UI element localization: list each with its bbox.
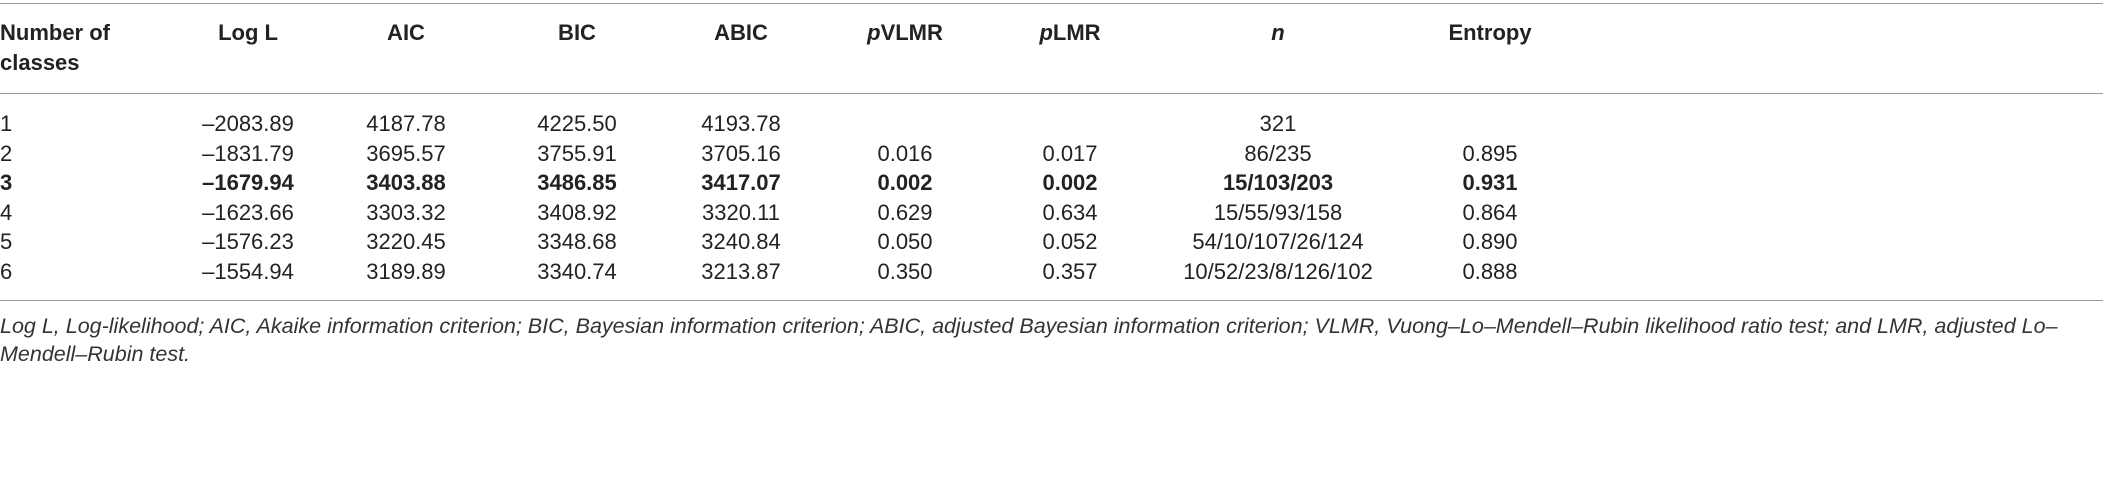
table-cell: 3695.57 xyxy=(366,140,446,166)
table-cell: 4193.78 xyxy=(701,111,781,136)
table-cell: 5 xyxy=(0,229,13,254)
table-cell: 321 xyxy=(1259,111,1297,136)
table-cell: 2 xyxy=(0,140,13,166)
table-cell: 0.890 xyxy=(1462,229,1518,254)
table-cell: 3240.84 xyxy=(701,229,781,254)
column-header: pVLMR xyxy=(867,18,943,48)
column-header: Log L xyxy=(218,20,278,45)
table-cell: 0.864 xyxy=(1462,199,1518,225)
table-cell: –1679.94 xyxy=(202,170,294,195)
table-cell: 3303.32 xyxy=(366,199,446,225)
table-cell: 3 xyxy=(0,170,13,195)
table-cell: 0.931 xyxy=(1462,170,1518,195)
table-cell: 0.002 xyxy=(877,170,933,195)
table-cell: 3220.45 xyxy=(366,229,446,254)
table-cell: 0.017 xyxy=(1042,140,1098,166)
table-cell: 0.016 xyxy=(877,140,933,166)
column-header: BIC xyxy=(558,20,596,45)
table-cell: 3320.11 xyxy=(702,199,780,225)
column-header: n xyxy=(1271,18,1284,48)
table-cell: 3417.07 xyxy=(701,170,781,195)
table-cell: 4187.78 xyxy=(366,111,446,136)
top-rule xyxy=(0,3,2103,4)
table-cell: 3486.85 xyxy=(537,170,617,195)
table-cell: 15/103/203 xyxy=(1222,170,1334,195)
table-cell: –2083.89 xyxy=(202,111,294,136)
table-cell: 0.895 xyxy=(1462,140,1518,166)
table-cell: 1 xyxy=(0,111,13,136)
table-cell: 3340.74 xyxy=(537,258,617,284)
table-cell: 3348.68 xyxy=(537,229,617,254)
table-cell: 0.357 xyxy=(1042,258,1098,284)
table-cell: 3213.87 xyxy=(701,258,781,284)
table-cell: –1623.66 xyxy=(202,199,294,225)
table-cell: 0.050 xyxy=(877,229,933,254)
header-text: VLMR xyxy=(880,20,943,45)
header-text: LMR xyxy=(1052,20,1101,45)
table-cell: –1576.23 xyxy=(202,229,294,254)
table-cell: 54/10/107/26/124 xyxy=(1192,229,1364,254)
table-cell: 4 xyxy=(0,199,13,225)
header-italic: p xyxy=(1039,20,1053,45)
table-cell: –1831.79 xyxy=(202,140,294,166)
table-cell: 3189.89 xyxy=(366,258,446,284)
table-cell: 0.350 xyxy=(877,258,933,284)
footnote: Log L, Log-likelihood; AIC, Akaike infor… xyxy=(0,314,2058,366)
table-cell: 0.052 xyxy=(1042,229,1098,254)
column-header: ABIC xyxy=(714,20,768,45)
table-cell: 86/235 xyxy=(1244,140,1312,166)
column-header: Number of classes xyxy=(0,20,110,75)
column-header: AIC xyxy=(387,20,425,45)
header-rule xyxy=(0,93,2103,94)
header-italic: p xyxy=(867,20,881,45)
table-cell: 15/55/93/158 xyxy=(1213,199,1343,225)
column-header: pLMR xyxy=(1039,18,1100,48)
table-cell: 3755.91 xyxy=(537,140,617,166)
table-cell: 0.634 xyxy=(1042,199,1098,225)
bottom-rule xyxy=(0,300,2103,301)
header-italic: n xyxy=(1271,20,1285,45)
column-header: Entropy xyxy=(1448,20,1532,45)
table-cell: 3408.92 xyxy=(537,199,617,225)
table-cell: 6 xyxy=(0,258,13,284)
table-cell: 0.629 xyxy=(877,199,933,225)
table-cell: 3705.16 xyxy=(701,140,781,166)
table-cell: 4225.50 xyxy=(537,111,617,136)
table-cell: 0.002 xyxy=(1042,170,1098,195)
table-cell: 0.888 xyxy=(1462,258,1518,284)
table-cell: –1554.94 xyxy=(202,258,294,284)
table-cell: 3403.88 xyxy=(366,170,446,195)
table-cell: 10/52/23/8/126/102 xyxy=(1183,258,1373,284)
